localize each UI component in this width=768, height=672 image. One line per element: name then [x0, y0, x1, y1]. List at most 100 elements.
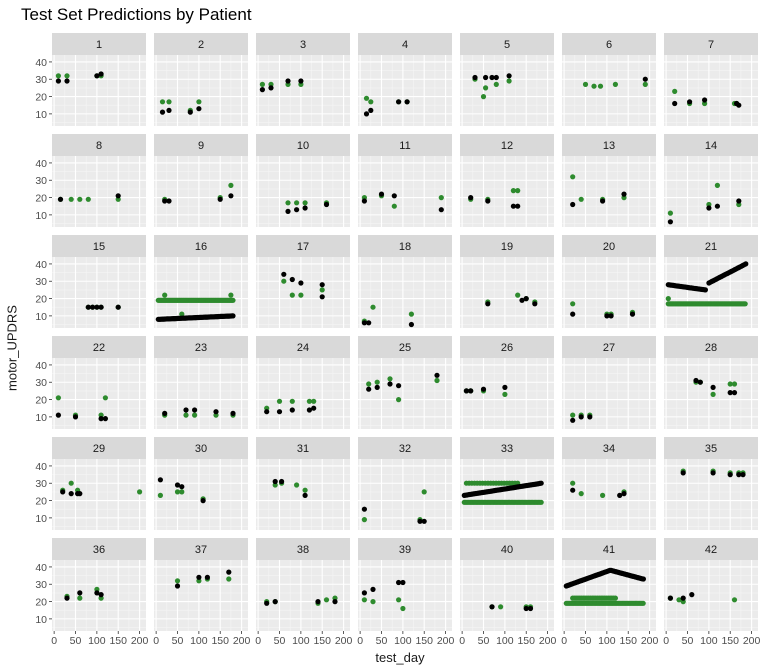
predicted-point	[591, 83, 597, 89]
actual-point	[94, 73, 100, 79]
facet-panel-35: 35	[664, 437, 758, 530]
facet-panel-29: 29 10 20 30 40	[35, 437, 146, 530]
actual-point	[510, 203, 516, 209]
predicted-point	[612, 595, 619, 601]
predicted-point	[538, 499, 544, 505]
x-tick-label: 0	[255, 635, 261, 647]
facet-panel-20: 20	[562, 235, 656, 328]
y-tick-label: 20	[35, 193, 47, 205]
panel-background	[256, 257, 350, 328]
panel-background	[664, 55, 758, 126]
actual-point	[404, 99, 410, 105]
actual-point	[72, 414, 79, 420]
facet-strip-label: 22	[93, 342, 105, 354]
facet-panel-32: 32	[358, 437, 452, 530]
panel-background	[562, 459, 656, 530]
facet-panel-37: 37 0 50 100 150 200	[153, 538, 251, 647]
actual-point	[285, 208, 291, 214]
facet-strip-label: 41	[603, 544, 615, 556]
facet-strip-label: 30	[195, 443, 207, 455]
y-tick-label: 20	[35, 92, 47, 104]
actual-point	[285, 78, 291, 84]
predicted-point	[676, 597, 682, 603]
x-tick-label: 200	[641, 635, 659, 647]
facet-strip-label: 37	[195, 544, 207, 556]
facet-strip	[358, 336, 452, 358]
predicted-point	[276, 398, 283, 404]
facet-strip	[664, 538, 758, 560]
facet-panel-24: 24	[256, 336, 350, 429]
actual-point	[421, 518, 427, 524]
actual-point	[332, 599, 338, 605]
actual-point	[230, 313, 236, 319]
actual-point	[621, 491, 627, 497]
x-tick-label: 150	[517, 635, 535, 647]
actual-point	[323, 201, 330, 208]
actual-point	[702, 97, 708, 103]
facet-panel-42: 42 0 50 100 150 200	[663, 538, 761, 647]
predicted-point	[370, 304, 376, 310]
facet-panel-8: 8 10 20 30 40	[35, 134, 146, 227]
predicted-point	[642, 81, 648, 87]
facet-panel-12: 12	[460, 134, 554, 227]
predicted-point	[600, 492, 606, 498]
facet-panel-31: 31	[256, 437, 350, 530]
facet-panel-25: 25	[358, 336, 452, 429]
x-tick-label: 50	[580, 635, 592, 647]
actual-point	[374, 384, 380, 390]
predicted-point	[85, 196, 91, 202]
y-tick-label: 10	[35, 412, 47, 424]
actual-point	[268, 85, 274, 91]
facet-strip	[664, 235, 758, 257]
actual-point	[693, 377, 699, 384]
x-tick-label: 150	[109, 635, 127, 647]
x-tick-label: 0	[51, 635, 57, 647]
x-tick-label: 50	[376, 635, 388, 647]
actual-point	[731, 390, 738, 396]
actual-point	[667, 595, 674, 601]
actual-point	[493, 74, 499, 81]
facet-panel-38: 38 0 50 100 150 200	[255, 538, 353, 647]
facet-strip-label: 26	[501, 342, 513, 354]
facet-panel-19: 19	[460, 235, 554, 328]
predicted-point	[323, 597, 330, 603]
predicted-point	[363, 95, 370, 101]
facet-panel-11: 11	[358, 134, 452, 227]
facet-strip	[562, 437, 656, 459]
facet-strip-label: 27	[603, 342, 615, 354]
panel-background	[358, 55, 452, 126]
predicted-point	[294, 482, 300, 488]
facet-strip-label: 29	[93, 443, 105, 455]
panel-background	[358, 257, 452, 328]
actual-point	[94, 304, 100, 310]
x-tick-label: 150	[313, 635, 331, 647]
actual-point	[366, 386, 372, 392]
facet-strip	[460, 235, 554, 257]
x-tick-label: 200	[233, 635, 251, 647]
predicted-point	[77, 196, 83, 202]
actual-point	[396, 383, 402, 389]
actual-point	[276, 409, 283, 415]
actual-point	[85, 304, 91, 310]
actual-point	[485, 301, 491, 307]
facet-strip	[256, 134, 350, 156]
facet-strip-label: 23	[195, 342, 207, 354]
predicted-point	[570, 301, 576, 307]
actual-point	[94, 590, 100, 596]
actual-point	[600, 198, 606, 204]
facet-panel-26: 26	[460, 336, 554, 429]
actual-point	[714, 203, 721, 209]
facet-panel-18: 18	[358, 235, 452, 328]
predicted-point	[597, 83, 604, 89]
x-tick-label: 50	[70, 635, 82, 647]
predicted-point	[230, 297, 236, 303]
y-tick-label: 20	[35, 496, 47, 508]
facet-strip-label: 24	[297, 342, 309, 354]
facet-panel-23: 23	[154, 336, 248, 429]
x-tick-label: 50	[274, 635, 286, 647]
facet-strip-label: 17	[297, 241, 309, 253]
actual-point	[687, 99, 693, 105]
actual-point	[183, 407, 189, 413]
actual-point	[710, 470, 716, 476]
predicted-point	[396, 397, 402, 403]
